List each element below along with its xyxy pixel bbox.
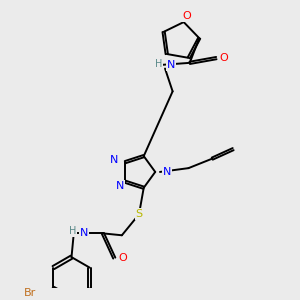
Text: O: O bbox=[220, 53, 228, 63]
Text: N: N bbox=[167, 60, 175, 70]
Text: N: N bbox=[116, 181, 124, 190]
Text: N: N bbox=[80, 228, 88, 239]
Text: N: N bbox=[162, 167, 171, 177]
Text: Br: Br bbox=[23, 288, 36, 298]
Text: O: O bbox=[118, 253, 127, 263]
Text: N: N bbox=[110, 155, 118, 165]
Text: S: S bbox=[135, 209, 142, 219]
Text: H: H bbox=[69, 226, 76, 236]
Text: H: H bbox=[155, 59, 162, 69]
Text: O: O bbox=[182, 11, 191, 21]
